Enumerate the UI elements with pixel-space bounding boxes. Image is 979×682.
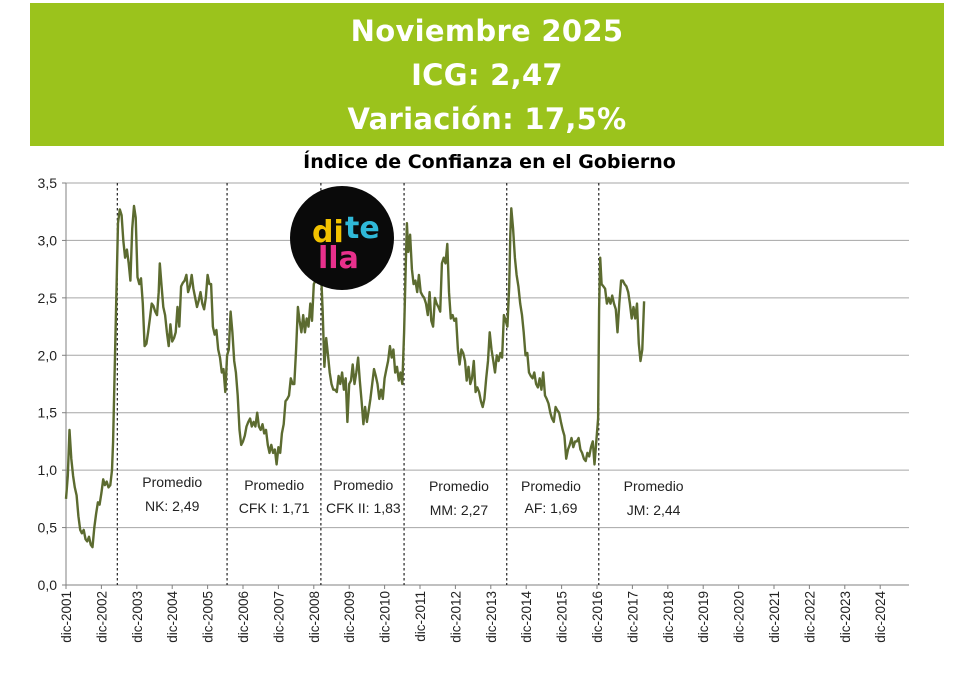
- logo-text-di: di: [312, 215, 344, 250]
- period-averages: Promedio NK: 2,49 Promedio CFK I: 1,71 Prome…: [142, 474, 684, 518]
- header-icg-value: ICG: 2,47: [411, 57, 563, 92]
- y-tick-label: 0,0: [38, 577, 58, 593]
- period-average-value: JM: 2,44: [627, 502, 681, 518]
- period-average-value: CFK I: 1,71: [239, 500, 310, 516]
- period-average-value: CFK II: 1,83: [326, 500, 401, 516]
- chart-axes: [65, 183, 909, 586]
- x-tick-label: dic-2010: [378, 591, 393, 643]
- x-tick-label: dic-2004: [165, 591, 180, 643]
- logo-text-lla: lla: [318, 241, 359, 276]
- x-tick-label: dic-2008: [307, 591, 322, 643]
- period-label: Promedio: [521, 478, 581, 494]
- y-tick-label: 2,5: [38, 290, 58, 306]
- x-tick-label: dic-2019: [696, 591, 711, 643]
- x-tick-label: dic-2009: [342, 591, 357, 643]
- x-tick-label: dic-2017: [625, 591, 640, 643]
- x-tick-label: dic-2003: [130, 591, 145, 643]
- header-month: Noviembre 2025: [350, 13, 624, 48]
- y-tick-label: 1,5: [38, 405, 58, 421]
- x-tick-label: dic-2023: [838, 591, 853, 643]
- period-label: Promedio: [333, 477, 393, 493]
- y-tick-label: 2,0: [38, 347, 58, 363]
- x-tick-label: dic-2021: [767, 591, 782, 643]
- x-tick-label: dic-2022: [802, 591, 817, 643]
- y-tick-label: 0,5: [38, 520, 58, 536]
- x-tick-label: dic-2007: [271, 591, 286, 643]
- chart-title: Índice de Confianza en el Gobierno: [303, 151, 676, 173]
- y-tick-label: 3,0: [38, 232, 58, 248]
- series-line: [64, 204, 646, 549]
- period-label: Promedio: [142, 474, 202, 490]
- x-axis-ticks: dic-2001 dic-2002 dic-2003 dic-2004 dic-2005…: [59, 585, 888, 643]
- chart-gridlines: [66, 182, 909, 529]
- x-tick-label: dic-2002: [94, 591, 109, 643]
- logo-text-te: te: [345, 211, 380, 246]
- y-tick-label: 1,0: [38, 462, 58, 478]
- ditella-logo: di te lla: [290, 186, 394, 290]
- x-tick-label: dic-2012: [448, 591, 463, 643]
- x-tick-label: dic-2020: [732, 591, 747, 643]
- x-tick-label: dic-2013: [484, 591, 499, 643]
- period-average-value: MM: 2,27: [430, 502, 489, 518]
- header-variation: Variación: 17,5%: [347, 101, 627, 136]
- x-tick-label: dic-2018: [661, 591, 676, 643]
- period-average-value: AF: 1,69: [525, 500, 578, 516]
- x-tick-label: dic-2024: [873, 591, 888, 643]
- period-label: Promedio: [244, 477, 304, 493]
- x-tick-label: dic-2014: [519, 591, 534, 643]
- x-tick-label: dic-2006: [236, 591, 251, 643]
- x-tick-label: dic-2015: [555, 591, 570, 643]
- period-label: Promedio: [624, 478, 684, 494]
- period-label: Promedio: [429, 478, 489, 494]
- x-tick-label: dic-2005: [201, 591, 216, 643]
- x-tick-label: dic-2011: [413, 591, 428, 642]
- header-banner: Noviembre 2025 ICG: 2,47 Variación: 17,5…: [30, 3, 944, 146]
- y-tick-label: 3,5: [38, 175, 58, 191]
- x-tick-label: dic-2016: [590, 591, 605, 643]
- y-axis-ticks: 0,0 0,5 1,0 1,5 2,0 2,5 3,0 3,5: [38, 175, 66, 593]
- x-tick-label: dic-2001: [59, 591, 74, 643]
- logo-circle: [290, 186, 394, 290]
- period-average-value: NK: 2,49: [145, 498, 200, 514]
